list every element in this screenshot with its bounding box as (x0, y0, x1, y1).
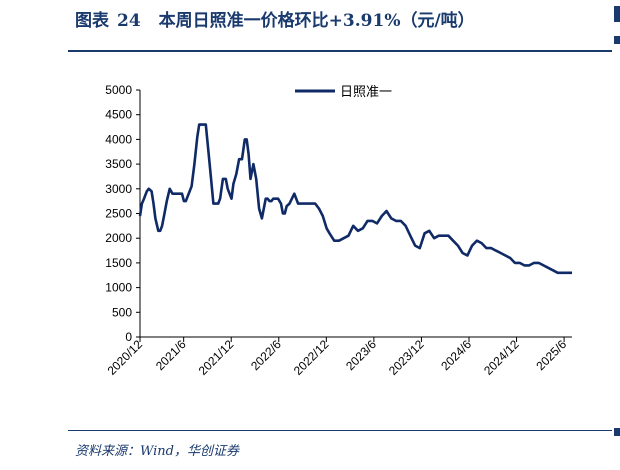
legend-label: 日照准一 (340, 85, 392, 100)
y-tick-label: 1500 (105, 256, 132, 270)
source-rule (68, 430, 612, 431)
x-tick-label: 2022/6 (248, 337, 284, 373)
chart-legend: 日照准一 (295, 85, 392, 100)
y-tick-label: 3000 (105, 182, 132, 196)
y-tick-label: 3500 (105, 157, 132, 171)
y-tick-label: 2500 (105, 207, 132, 221)
figure-title: 图表 24 本周日照准一价格环比+3.91%（元/吨） (75, 6, 475, 31)
x-tick-label: 2023/12 (386, 337, 427, 378)
y-tick-label: 4000 (105, 132, 132, 146)
edge-mark-top (614, 6, 620, 22)
x-tick-label: 2021/6 (153, 337, 189, 373)
x-tick-label: 2024/6 (438, 337, 474, 373)
x-tick-label: 2022/12 (291, 337, 332, 378)
x-tick-label: 2023/6 (343, 337, 379, 373)
edge-mark-mid (614, 36, 620, 44)
y-tick-label: 1000 (105, 281, 132, 295)
source-note: 资料来源：Wind，华创证券 (75, 444, 239, 459)
y-tick-label: 500 (112, 305, 132, 319)
figure-label: 图表 (75, 11, 109, 31)
figure-number: 24 (117, 11, 141, 31)
y-tick-label: 4500 (105, 108, 132, 122)
x-tick-label: 2024/12 (481, 337, 522, 378)
line-chart: 0 500 1000 1500 2000 2500 3000 3500 4000 4500 5000… (105, 83, 572, 378)
title-rule (68, 50, 612, 52)
y-tick-label: 0 (125, 330, 132, 344)
x-tick-label: 2025/6 (533, 337, 569, 373)
x-tick-label: 2021/12 (196, 337, 237, 378)
y-tick-label: 2000 (105, 231, 132, 245)
series-line-0 (138, 123, 572, 275)
chart-series (138, 123, 572, 275)
x-axis-ticks: 2020/12 2021/6 2021/12 2022/6 2022/12 2023/6 2… (105, 337, 570, 378)
y-axis-ticks: 0 500 1000 1500 2000 2500 3000 3500 4000 4500 5000 (105, 83, 140, 344)
edge-mark-bottom (614, 428, 620, 436)
chart-title: 本周日照准一价格环比+3.91%（元/吨） (158, 11, 475, 31)
y-tick-label: 5000 (105, 83, 132, 97)
